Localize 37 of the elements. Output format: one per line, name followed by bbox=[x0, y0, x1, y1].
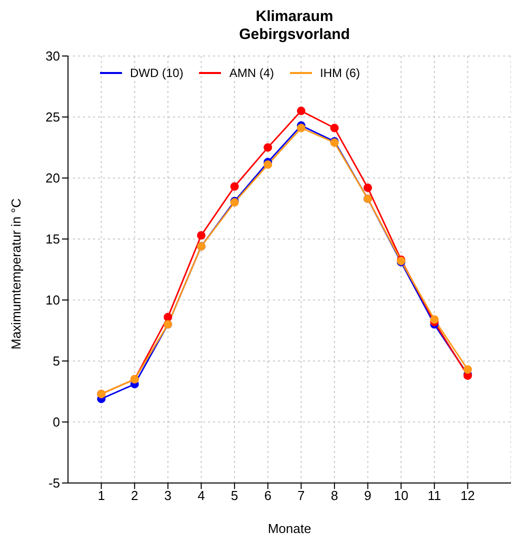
y-tick-label: -5 bbox=[48, 476, 60, 491]
chart-title: Klimaraum Gebirgsvorland bbox=[238, 8, 351, 44]
x-tick-label: 6 bbox=[264, 488, 272, 504]
legend-label: DWD (10) bbox=[130, 66, 184, 80]
y-tick-label: 0 bbox=[52, 414, 60, 430]
x-tick-label: 5 bbox=[230, 488, 238, 504]
point bbox=[296, 106, 306, 116]
point bbox=[463, 365, 472, 374]
point bbox=[330, 124, 339, 132]
x-tick-label: 12 bbox=[460, 488, 475, 504]
y-tick-label: 30 bbox=[46, 48, 60, 64]
point bbox=[164, 312, 172, 322]
x-tick-label: 8 bbox=[330, 488, 338, 504]
x-tick-label: 1 bbox=[98, 488, 105, 504]
x-axis-title: Monate bbox=[268, 521, 312, 536]
x-tick-label: 4 bbox=[198, 488, 205, 504]
x-tick-label: 11 bbox=[428, 488, 442, 504]
point bbox=[264, 143, 272, 152]
legend-label: IHM (6) bbox=[320, 66, 360, 80]
point bbox=[264, 160, 272, 169]
x-tick-label: 10 bbox=[394, 488, 408, 504]
y-tick-label: 20 bbox=[46, 170, 60, 186]
y-tick-label: 15 bbox=[46, 232, 60, 247]
y-tick-label: 5 bbox=[52, 354, 60, 369]
x-tick-label: 9 bbox=[364, 488, 372, 504]
point bbox=[196, 231, 206, 240]
point bbox=[230, 182, 239, 191]
x-tick-label: 7 bbox=[298, 488, 305, 504]
y-tick-label: 10 bbox=[46, 292, 60, 308]
y-tick-label: 25 bbox=[46, 110, 60, 125]
x-tick-label: 2 bbox=[131, 488, 138, 504]
point bbox=[296, 124, 306, 132]
point bbox=[430, 315, 439, 324]
x-tick-label: 3 bbox=[164, 488, 172, 504]
y-axis-title: Maximumtemperatur in °C bbox=[8, 198, 24, 350]
point bbox=[364, 184, 372, 192]
legend-label: AMN (4) bbox=[229, 66, 274, 80]
